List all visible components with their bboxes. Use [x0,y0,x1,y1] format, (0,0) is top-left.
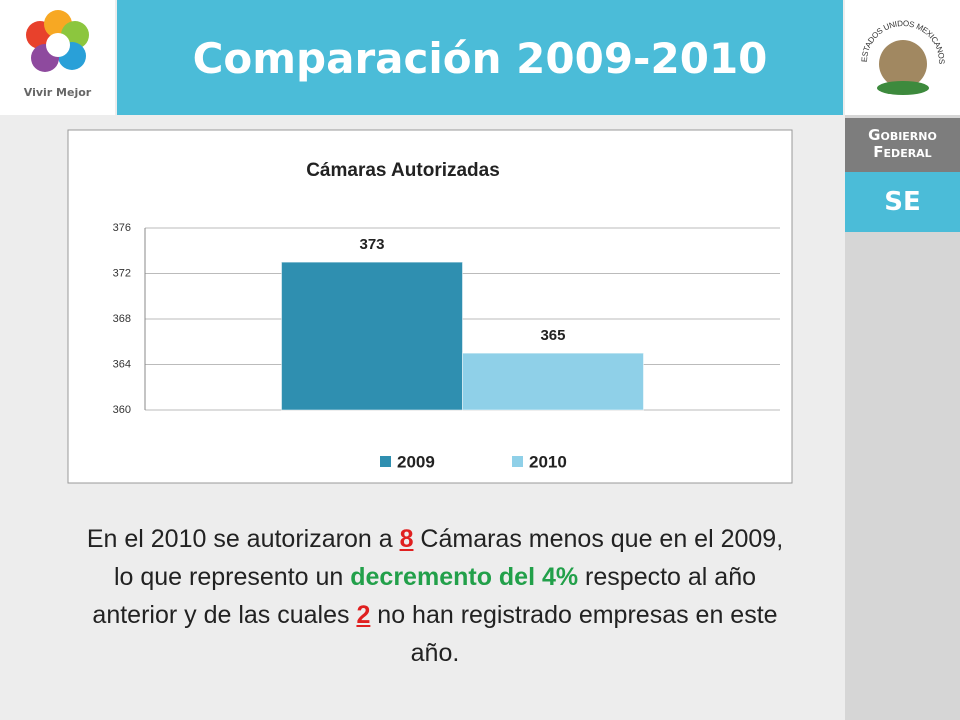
gob-line2: Federal [873,143,932,161]
logo: Vivir Mejor [0,0,115,115]
y-tick-label: 364 [113,358,131,370]
caption-number: 8 [399,525,414,553]
caption-highlight: decremento del 4% [350,563,579,591]
caption-text: Cámaras menos que en el 2009, lo que rep… [113,525,784,591]
logo-flower [26,10,89,72]
sidebar: ESTADOS UNIDOS MEXICANOS Gobierno Federal… [845,0,960,720]
caption-number: 2 [356,601,371,629]
agency-label: SE [845,172,960,232]
slide-title: Comparación 2009-2010 [192,34,768,83]
legend-swatch [380,456,391,467]
legend-label: 2009 [397,452,435,471]
chart-title: Cámaras Autorizadas [306,160,500,181]
gob-line1: Gobierno [868,126,937,144]
y-tick-label: 360 [113,404,131,416]
caption-text: no han registrado empresas en este año. [370,601,778,667]
bar [281,261,463,411]
emblem: ESTADOS UNIDOS MEXICANOS [845,0,960,115]
header-bar: Comparación 2009-2010 [117,0,843,115]
y-tick-label: 372 [113,267,131,279]
legend-swatch [512,456,523,467]
gobierno-label: Gobierno Federal [845,118,960,172]
caption: En el 2010 se autorizaron a 8 Cámaras me… [80,520,790,672]
legend-label: 2010 [529,452,567,471]
emblem-svg: ESTADOS UNIDOS MEXICANOS [860,19,946,95]
data-label: 373 [359,236,384,253]
data-label: 365 [540,327,565,344]
logo-text: Vivir Mejor [23,86,92,99]
caption-text: respecto al año anterior y de las cuales [92,563,757,629]
y-tick-label: 376 [113,222,131,234]
caption-text: En el 2010 se autorizaron a [86,525,400,553]
bar [462,352,644,411]
y-tick-label: 368 [113,313,131,325]
chart: Cámaras Autorizadas 360 364 368 372 376 373 36… [67,129,793,484]
